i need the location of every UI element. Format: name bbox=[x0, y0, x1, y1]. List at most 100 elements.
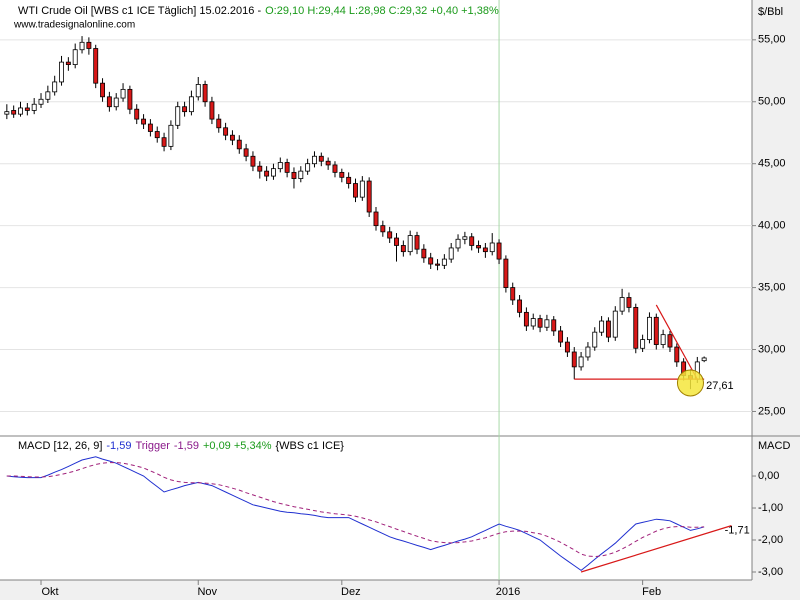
candle-body bbox=[605, 320, 611, 338]
y-tick-label: 55,00 bbox=[758, 34, 786, 46]
candle-body bbox=[195, 84, 201, 98]
x-tick-label: Dez bbox=[341, 586, 361, 598]
candle-body bbox=[469, 236, 475, 246]
candle-body bbox=[421, 248, 427, 259]
candle-body bbox=[441, 258, 447, 266]
candle-body bbox=[435, 263, 440, 266]
candle-body bbox=[59, 61, 64, 83]
candle-body bbox=[510, 287, 516, 301]
axis-background bbox=[0, 580, 800, 600]
candle-body bbox=[209, 101, 215, 120]
candle-body bbox=[18, 107, 23, 115]
candle-body bbox=[455, 238, 461, 249]
header-part: +0,09 +5,34% bbox=[203, 440, 272, 452]
header-part: Trigger bbox=[135, 440, 170, 452]
candle-body bbox=[380, 225, 386, 233]
candle-body bbox=[79, 41, 85, 51]
candle-body bbox=[482, 247, 488, 253]
candle-body bbox=[359, 180, 365, 198]
candle-body bbox=[496, 242, 502, 260]
candle-body bbox=[544, 319, 550, 328]
y-tick-label: -3,00 bbox=[758, 566, 783, 578]
candle-body bbox=[147, 123, 153, 132]
candle-body bbox=[339, 171, 345, 178]
candle-body bbox=[38, 98, 44, 105]
candle-body bbox=[503, 258, 509, 288]
candle-body bbox=[332, 164, 338, 173]
candle-body bbox=[551, 319, 557, 332]
candle-body bbox=[558, 330, 564, 343]
candle-body bbox=[312, 155, 317, 165]
axis-background bbox=[752, 0, 800, 600]
header-part: O:29,10 H:29,44 L:28,98 C:29,32 +0,40 +1… bbox=[265, 5, 499, 17]
candle-body bbox=[428, 257, 434, 265]
candle-body bbox=[223, 127, 229, 136]
candle-body bbox=[448, 247, 454, 260]
candle-body bbox=[612, 310, 618, 338]
y-tick-label: 25,00 bbox=[758, 405, 786, 417]
candle-body bbox=[52, 81, 58, 93]
y-tick-label: 0,00 bbox=[758, 470, 779, 482]
candle-body bbox=[400, 245, 406, 253]
candle-body bbox=[229, 134, 235, 141]
candle-body bbox=[599, 320, 605, 333]
candle-body bbox=[701, 357, 707, 362]
candle-body bbox=[660, 334, 666, 345]
candle-body bbox=[271, 168, 276, 177]
candle-body bbox=[65, 61, 71, 65]
x-tick-label: 2016 bbox=[496, 586, 520, 598]
candle-body bbox=[353, 183, 358, 198]
candle-body bbox=[161, 137, 167, 147]
axis-label: $/Bbl bbox=[758, 6, 783, 18]
candle-body bbox=[31, 103, 37, 111]
candle-body bbox=[571, 351, 577, 368]
candle-body bbox=[141, 118, 147, 125]
candle-body bbox=[346, 176, 352, 184]
candle-body bbox=[517, 299, 523, 313]
candle-body bbox=[264, 170, 270, 177]
y-tick-label: 50,00 bbox=[758, 96, 786, 108]
candle-body bbox=[640, 339, 646, 349]
candle-body bbox=[394, 237, 399, 246]
candle-body bbox=[168, 124, 174, 147]
candle-body bbox=[86, 41, 92, 49]
candle-body bbox=[523, 311, 529, 327]
macd-line bbox=[6, 462, 705, 558]
y-tick-label: 45,00 bbox=[758, 158, 786, 170]
candle-body bbox=[318, 155, 324, 162]
candle-body bbox=[72, 49, 78, 65]
candle-body bbox=[250, 155, 256, 167]
candle-body bbox=[647, 316, 652, 341]
candle-body bbox=[11, 110, 17, 115]
x-tick-label: Feb bbox=[642, 586, 661, 598]
candle-body bbox=[188, 96, 194, 113]
candle-body bbox=[134, 108, 140, 120]
y-tick-label: -2,00 bbox=[758, 534, 783, 546]
x-tick-label: Nov bbox=[197, 586, 217, 598]
candle-body bbox=[530, 318, 536, 327]
macd-line bbox=[6, 456, 705, 572]
candle-body bbox=[120, 88, 126, 99]
candle-body bbox=[373, 211, 379, 227]
candle-body bbox=[305, 163, 311, 172]
candle-body bbox=[24, 107, 30, 111]
candle-body bbox=[537, 318, 543, 328]
candle-body bbox=[291, 171, 297, 179]
y-tick-label: 35,00 bbox=[758, 281, 786, 293]
y-tick-label: -1,00 bbox=[758, 502, 783, 514]
macd-legend: MACD [12, 26, 9] -1,59 Trigger -1,59 +0,09 +… bbox=[18, 440, 344, 452]
header-part: MACD [12, 26, 9] bbox=[18, 440, 102, 452]
candle-body bbox=[578, 356, 584, 368]
candle-body bbox=[113, 97, 119, 108]
highlight bbox=[676, 369, 704, 397]
candle-body bbox=[674, 346, 680, 363]
candle-body bbox=[462, 236, 468, 240]
trendline bbox=[655, 304, 698, 380]
candle-body bbox=[407, 235, 413, 253]
candle-body bbox=[476, 245, 481, 249]
candle-body bbox=[667, 334, 673, 348]
x-tick-label: Okt bbox=[41, 586, 58, 598]
candle-body bbox=[626, 297, 632, 308]
